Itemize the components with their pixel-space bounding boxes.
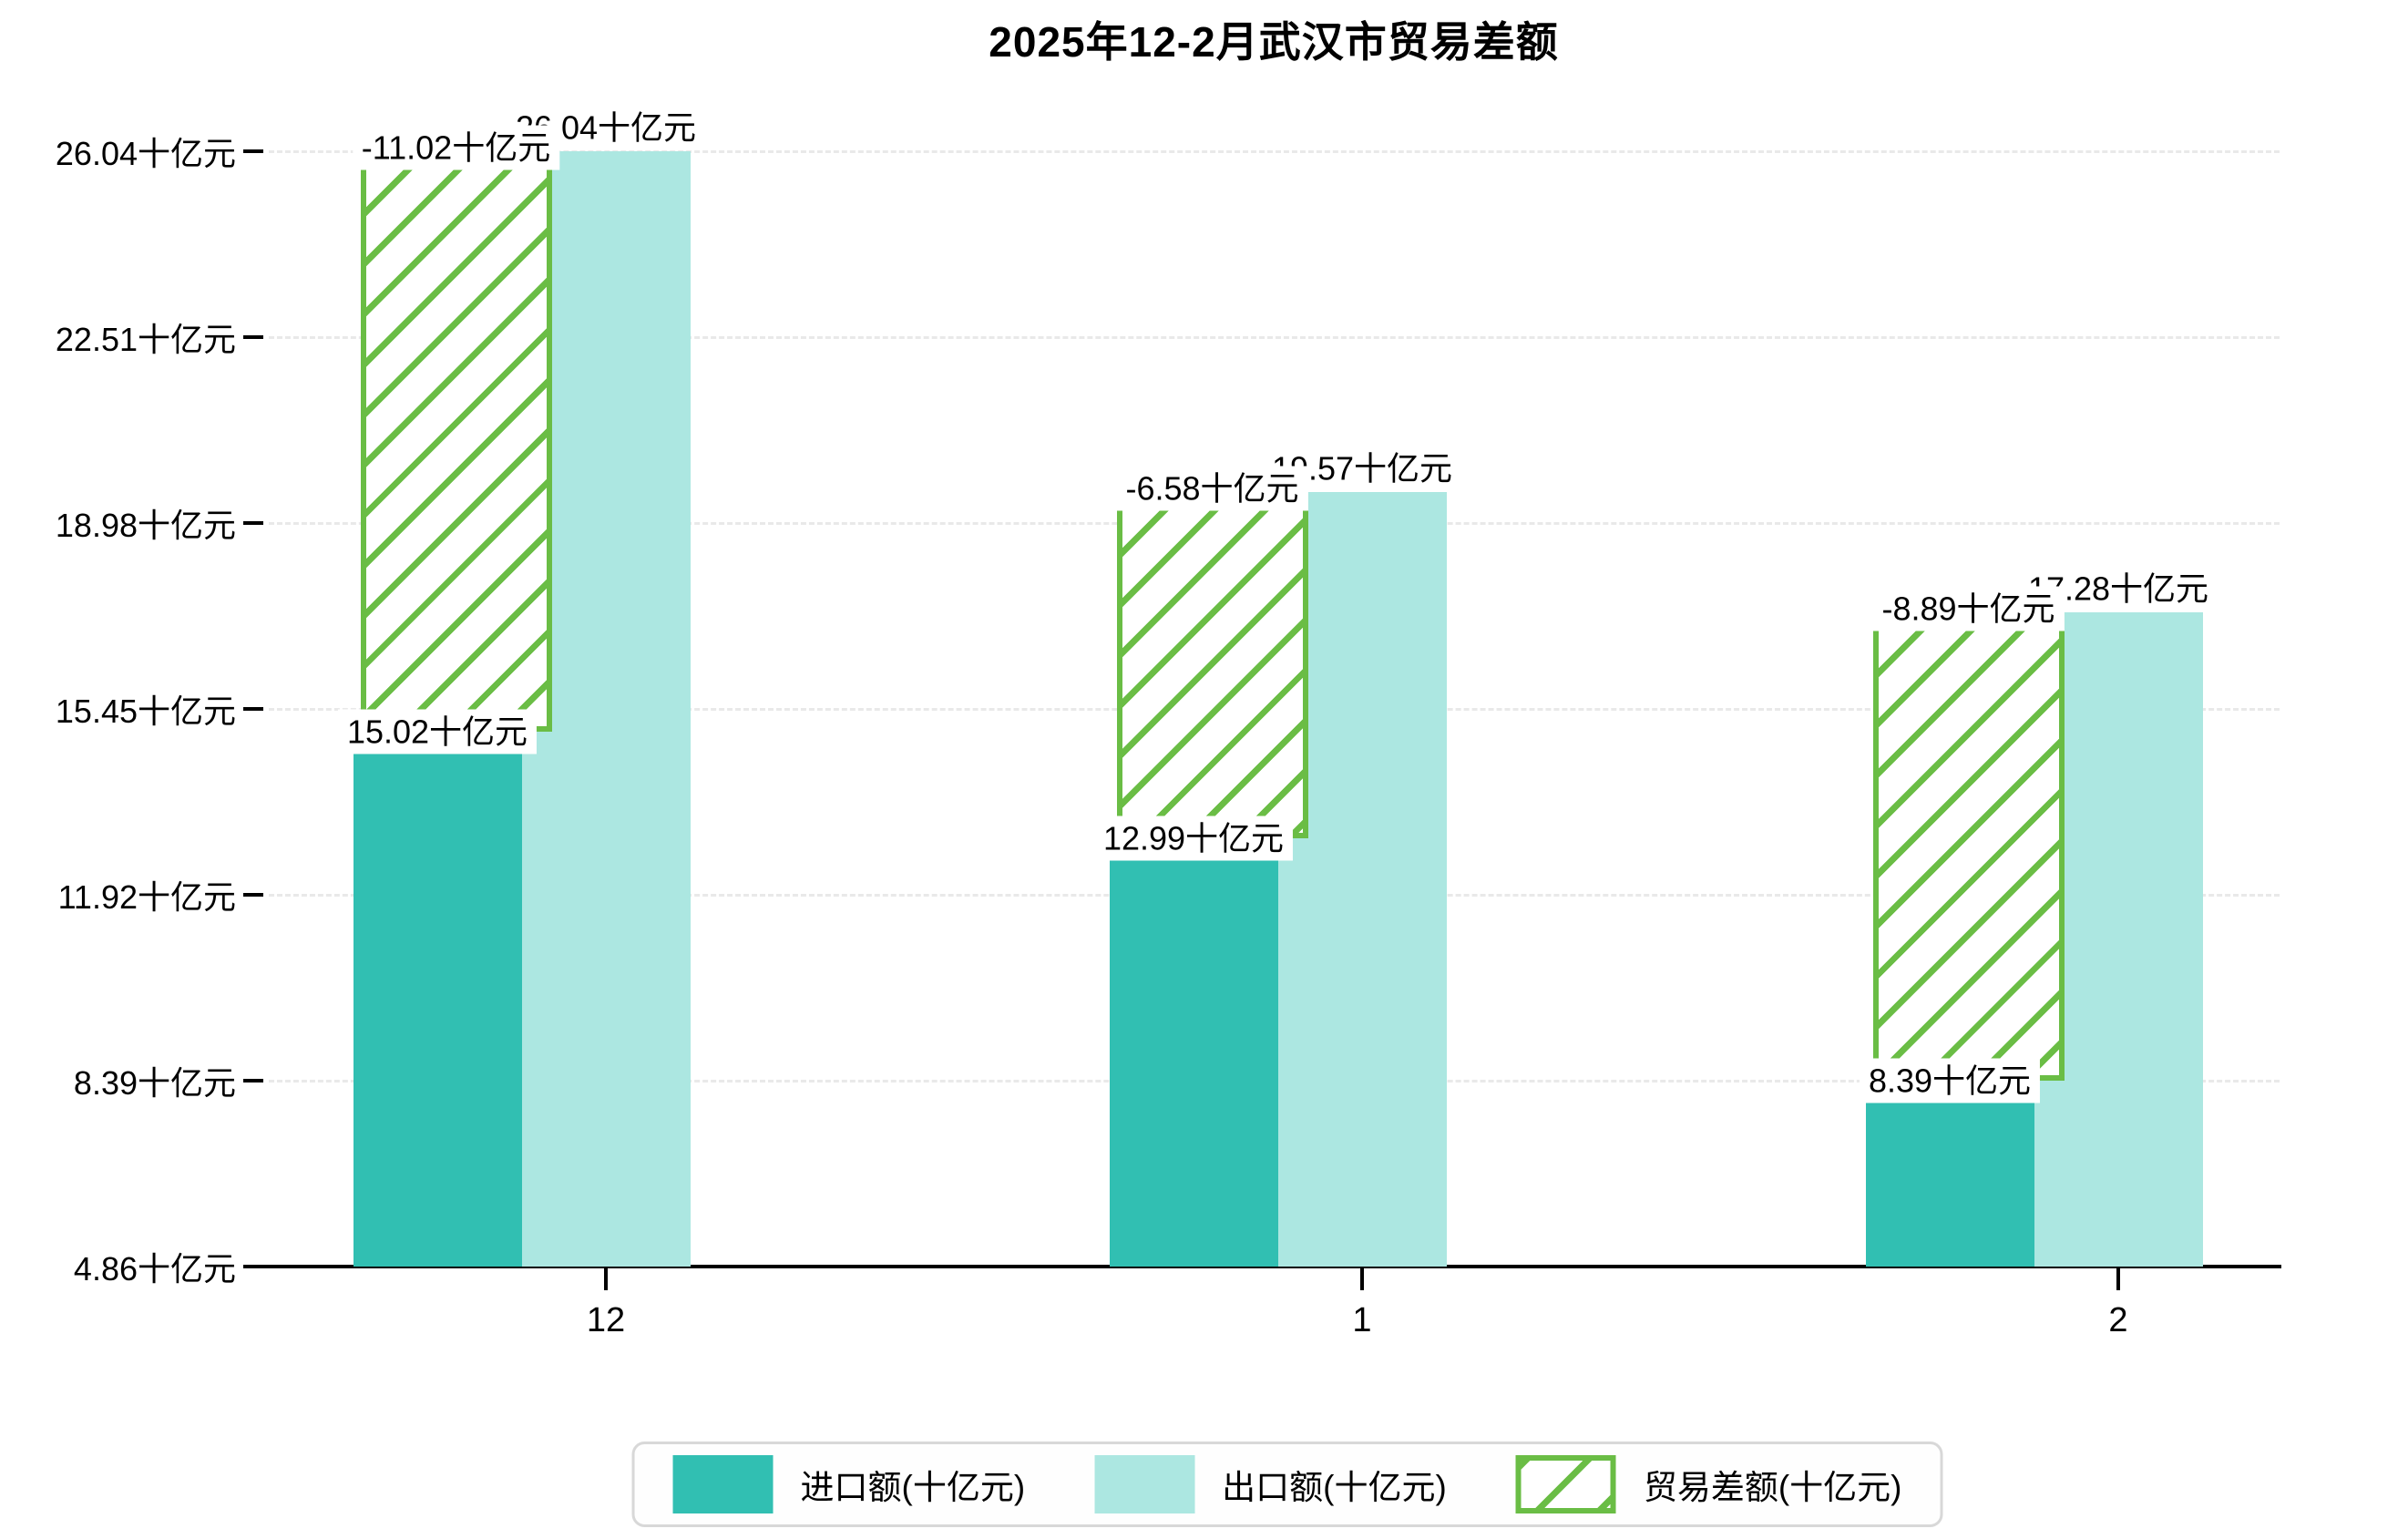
x-axis-line [258, 1265, 2281, 1268]
import-bar [1109, 838, 1278, 1267]
import-bar [353, 731, 522, 1267]
y-tick-label: 15.45十亿元 [55, 692, 236, 730]
x-tick-label: 2 [2108, 1301, 2128, 1339]
y-tick-mark [243, 706, 263, 711]
gridline [269, 149, 2280, 153]
legend-hatch-swatch-icon [1515, 1455, 1616, 1513]
trade-balance-value-label: -11.02十亿元 [352, 125, 560, 170]
y-tick-label: 4.86十亿元 [73, 1250, 236, 1288]
y-tick-label: 18.98十亿元 [55, 506, 236, 544]
y-tick-mark [243, 149, 263, 153]
y-tick-mark [243, 334, 263, 339]
y-tick-mark [243, 892, 263, 897]
x-tick-label: 12 [586, 1301, 626, 1339]
import-value-label: 8.39十亿元 [1859, 1058, 2041, 1103]
trade-balance-value-label: -8.89十亿元 [1872, 586, 2065, 631]
x-tick-mark [1360, 1268, 1364, 1290]
y-tick-mark [243, 1265, 263, 1268]
trade-balance-bar [1116, 491, 1308, 839]
legend-item: 贸易差额(十亿元) [1515, 1455, 1902, 1513]
x-tick-mark [604, 1268, 608, 1290]
chart-title: 2025年12-2月武汉市贸易差额 [989, 18, 1559, 66]
x-tick-label: 1 [1352, 1301, 1372, 1339]
gridline [269, 335, 2280, 339]
y-tick-label: 22.51十亿元 [55, 320, 236, 358]
legend-label: 贸易差额(十亿元) [1643, 1469, 1902, 1506]
import-value-label: 12.99十亿元 [1093, 816, 1294, 861]
legend-label: 进口额(十亿元) [800, 1469, 1026, 1506]
y-tick-mark [243, 520, 263, 525]
trade-balance-bar [360, 150, 552, 732]
legend-item: 进口额(十亿元) [672, 1455, 1026, 1513]
y-tick-mark [243, 1078, 263, 1082]
trade-balance-bar [1872, 612, 2065, 1081]
legend-item: 出口额(十亿元) [1094, 1455, 1447, 1513]
legend-color-swatch-icon [672, 1455, 774, 1513]
y-tick-label: 26.04十亿元 [55, 134, 236, 172]
legend: 进口额(十亿元) 出口额(十亿元) 贸易差额(十亿元) [631, 1442, 1943, 1527]
trade-balance-value-label: -6.58十亿元 [1116, 466, 1308, 511]
import-bar [1865, 1080, 2034, 1267]
y-tick-label: 11.92十亿元 [57, 877, 236, 916]
legend-label: 出口额(十亿元) [1222, 1469, 1447, 1506]
x-tick-mark [2116, 1268, 2120, 1290]
import-value-label: 15.02十亿元 [337, 709, 538, 754]
y-tick-label: 8.39十亿元 [73, 1063, 236, 1102]
legend-color-swatch-icon [1094, 1455, 1195, 1513]
